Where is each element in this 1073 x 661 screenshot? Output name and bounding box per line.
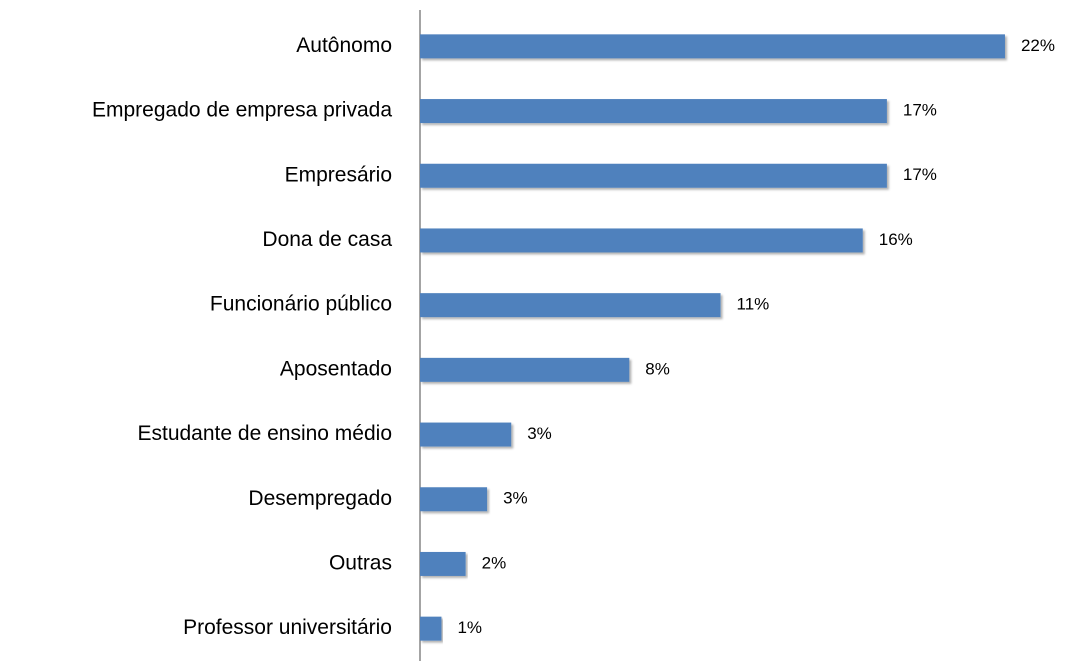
data-label: 1% [457,618,482,637]
category-label: Estudante de ensino médio [137,422,392,445]
bar [420,99,887,124]
bar [420,422,512,447]
bar [420,163,887,188]
category-label: Desempregado [248,487,392,510]
category-label: Empregado de empresa privada [92,99,392,122]
category-label: Aposentado [280,357,392,380]
bar [420,228,863,253]
data-label: 3% [503,489,528,508]
data-label: 8% [645,359,670,378]
data-label: 22% [1021,36,1055,55]
category-label: Funcionário público [210,293,392,316]
bar [420,551,466,576]
data-label: 3% [527,424,552,443]
bar [420,34,1005,59]
category-label: Autônomo [296,34,392,57]
data-label: 2% [482,553,507,572]
category-label: Dona de casa [262,228,392,251]
data-label: 17% [903,165,937,184]
category-label: Empresário [285,163,392,186]
bar [420,487,488,512]
bar [420,616,442,641]
category-label: Outras [329,551,392,574]
data-label: 17% [903,101,937,120]
data-label: 16% [879,230,913,249]
category-label: Professor universitário [183,616,392,639]
bar [420,293,721,318]
data-label: 11% [737,295,770,314]
bar [420,357,630,382]
